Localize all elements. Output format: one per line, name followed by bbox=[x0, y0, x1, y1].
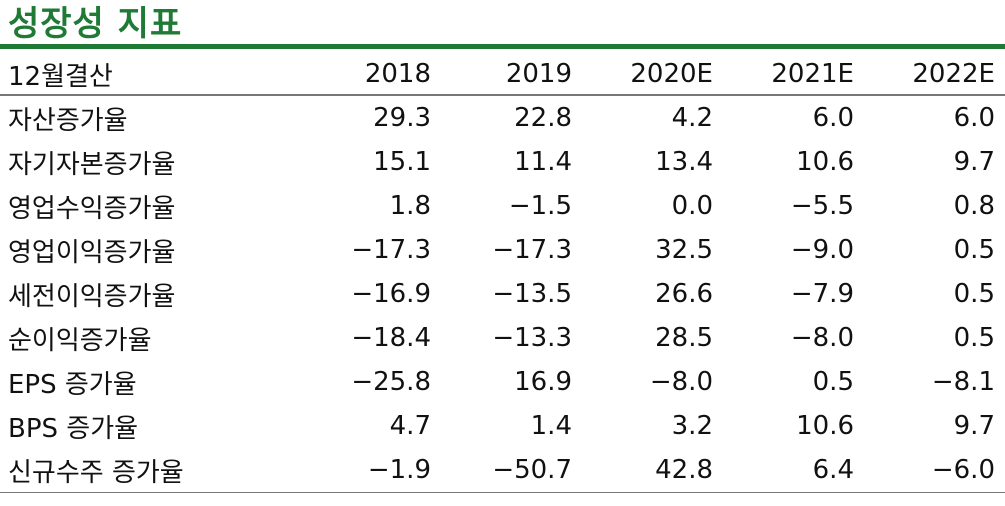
table-cell: 28.5 bbox=[655, 323, 713, 353]
table-cell: 0.5 bbox=[953, 279, 995, 309]
table-cell: 32.5 bbox=[655, 235, 713, 265]
table-cell: 9.7 bbox=[953, 411, 995, 441]
row-label: 세전이익증가율 bbox=[8, 281, 176, 312]
header-2019: 2019 bbox=[505, 59, 572, 89]
table-row: 영업수익증가율 1.8 −1.5 0.0 −5.5 0.8 bbox=[0, 184, 1005, 228]
growth-indicator-table: 12월결산 2018 2019 2020E 2021E 2022E 자산증가율 … bbox=[0, 54, 1005, 493]
table-cell: −17.3 bbox=[351, 235, 431, 265]
table-cell: −13.5 bbox=[492, 279, 572, 309]
table-row: 세전이익증가율 −16.9 −13.5 26.6 −7.9 0.5 bbox=[0, 272, 1005, 316]
table-cell: 11.4 bbox=[514, 147, 572, 177]
table-row: BPS 증가율 4.7 1.4 3.2 10.6 9.7 bbox=[0, 404, 1005, 448]
table-cell: −6.0 bbox=[931, 455, 995, 485]
table-row: 영업이익증가율 −17.3 −17.3 32.5 −9.0 0.5 bbox=[0, 228, 1005, 272]
row-label: 자기자본증가율 bbox=[8, 149, 176, 180]
table-cell: 0.5 bbox=[953, 235, 995, 265]
table-cell: −13.3 bbox=[492, 323, 572, 353]
table-cell: 0.5 bbox=[953, 323, 995, 353]
table-cell: 0.0 bbox=[671, 191, 713, 221]
table-cell: −8.1 bbox=[931, 367, 995, 397]
table-cell: 1.4 bbox=[530, 411, 572, 441]
table-cell: 0.8 bbox=[953, 191, 995, 221]
table-cell: 15.1 bbox=[373, 147, 431, 177]
row-label: 신규수주 증가율 bbox=[8, 457, 184, 488]
title-divider bbox=[0, 44, 1005, 49]
table-cell: −25.8 bbox=[351, 367, 431, 397]
row-label: 순이익증가율 bbox=[8, 325, 152, 356]
table-cell: −5.5 bbox=[790, 191, 854, 221]
table-cell: 29.3 bbox=[373, 103, 431, 133]
table-cell: 6.4 bbox=[812, 455, 854, 485]
table-cell: 6.0 bbox=[812, 103, 854, 133]
table-cell: −8.0 bbox=[790, 323, 854, 353]
table-row: 자산증가율 29.3 22.8 4.2 6.0 6.0 bbox=[0, 95, 1005, 140]
table-row: 자기자본증가율 15.1 11.4 13.4 10.6 9.7 bbox=[0, 140, 1005, 184]
table-cell: 22.8 bbox=[514, 103, 572, 133]
table-cell: 10.6 bbox=[796, 411, 854, 441]
header-2021e: 2021E bbox=[771, 59, 854, 89]
row-label: EPS 증가율 bbox=[8, 369, 137, 400]
row-label: 영업수익증가율 bbox=[8, 193, 176, 224]
table-cell: −1.5 bbox=[508, 191, 572, 221]
table-cell: −9.0 bbox=[790, 235, 854, 265]
row-label: 자산증가율 bbox=[8, 105, 128, 136]
table-header-row: 12월결산 2018 2019 2020E 2021E 2022E bbox=[0, 54, 1005, 95]
table-cell: 0.5 bbox=[812, 367, 854, 397]
row-label: BPS 증가율 bbox=[8, 413, 139, 444]
table-row: EPS 증가율 −25.8 16.9 −8.0 0.5 −8.1 bbox=[0, 360, 1005, 404]
table-cell: −8.0 bbox=[649, 367, 713, 397]
table-row: 신규수주 증가율 −1.9 −50.7 42.8 6.4 −6.0 bbox=[0, 448, 1005, 493]
table-cell: −18.4 bbox=[351, 323, 431, 353]
page-title: 성장성 지표 bbox=[8, 4, 183, 44]
table-cell: 16.9 bbox=[514, 367, 572, 397]
table-cell: 3.2 bbox=[671, 411, 713, 441]
table-cell: −1.9 bbox=[367, 455, 431, 485]
table-cell: 9.7 bbox=[953, 147, 995, 177]
table-cell: 10.6 bbox=[796, 147, 854, 177]
table-cell: 6.0 bbox=[953, 103, 995, 133]
table-row: 순이익증가율 −18.4 −13.3 28.5 −8.0 0.5 bbox=[0, 316, 1005, 360]
header-2018: 2018 bbox=[364, 59, 431, 89]
table-cell: 13.4 bbox=[655, 147, 713, 177]
header-2022e: 2022E bbox=[912, 59, 995, 89]
table-cell: 26.6 bbox=[655, 279, 713, 309]
table-cell: −50.7 bbox=[492, 455, 572, 485]
header-fiscal-year: 12월결산 bbox=[8, 61, 113, 92]
table-cell: 4.7 bbox=[389, 411, 431, 441]
header-2020e: 2020E bbox=[630, 59, 713, 89]
table-cell: −16.9 bbox=[351, 279, 431, 309]
table-cell: 1.8 bbox=[389, 191, 431, 221]
table-cell: 4.2 bbox=[671, 103, 713, 133]
table-cell: 42.8 bbox=[655, 455, 713, 485]
row-label: 영업이익증가율 bbox=[8, 237, 176, 268]
table-cell: −17.3 bbox=[492, 235, 572, 265]
table-cell: −7.9 bbox=[790, 279, 854, 309]
